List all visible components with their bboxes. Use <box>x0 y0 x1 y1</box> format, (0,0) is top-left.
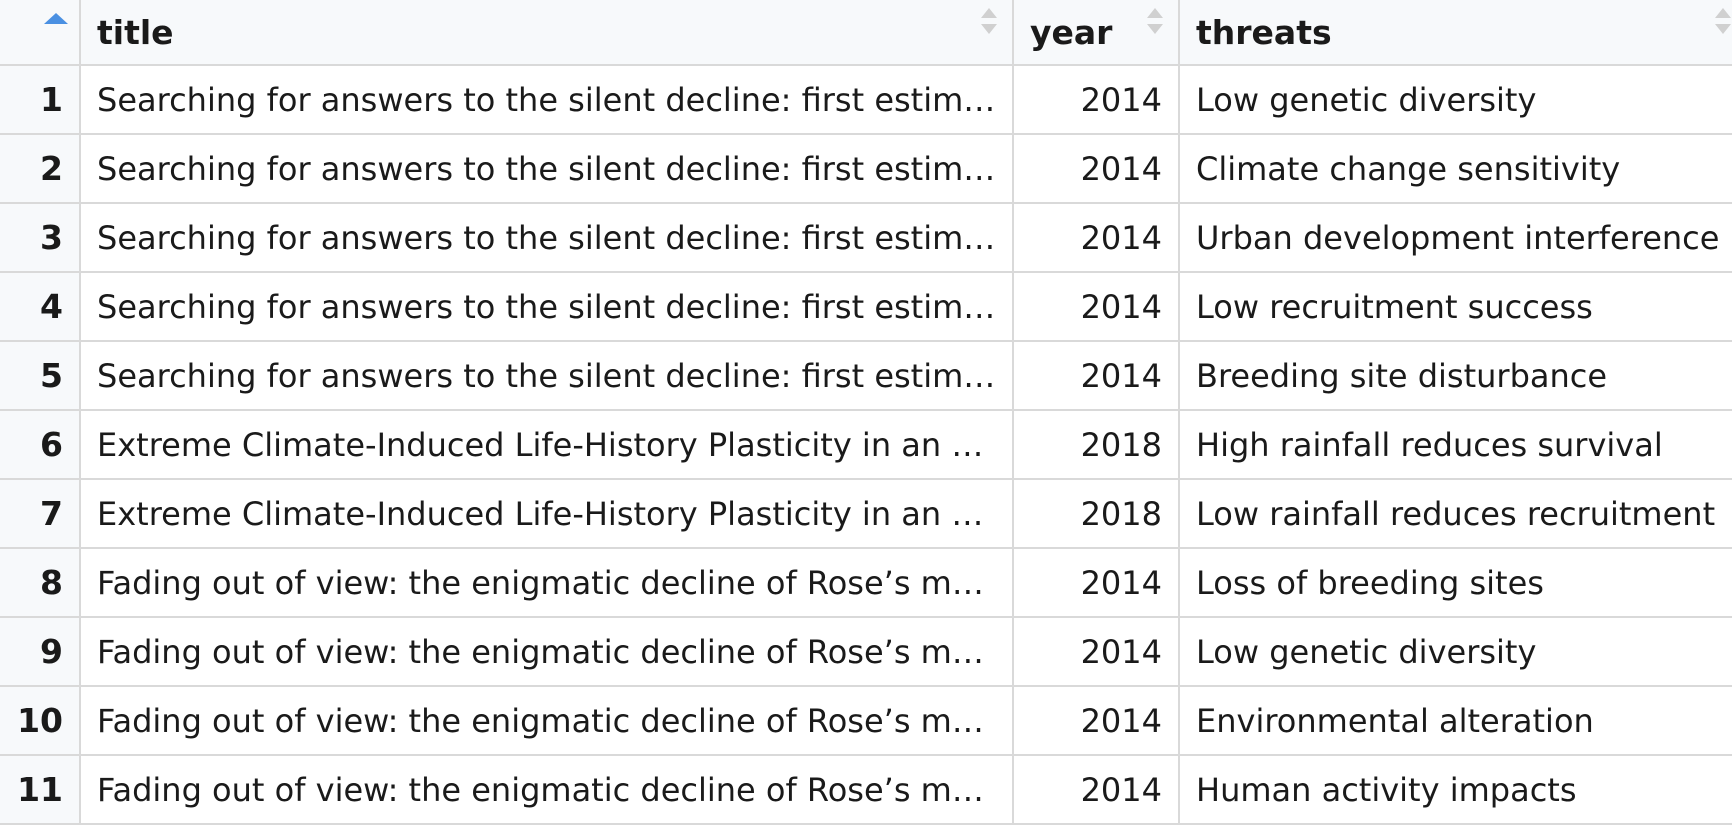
column-header-title[interactable]: title <box>81 0 1014 64</box>
row-number-cell: 4 <box>0 273 81 340</box>
year-cell: 2014 <box>1014 66 1180 133</box>
table-row[interactable]: 9 Fading out of view: the enigmatic decli… <box>0 618 1732 687</box>
table-row[interactable]: 2 Searching for answers to the silent dec… <box>0 135 1732 204</box>
title-cell: Extreme Climate-Induced Life-History Pla… <box>81 411 1014 478</box>
row-number-cell: 8 <box>0 549 81 616</box>
column-header-threats-label: threats <box>1196 12 1332 52</box>
row-number-cell: 5 <box>0 342 81 409</box>
title-cell: Searching for answers to the silent decl… <box>81 66 1014 133</box>
title-cell: Fading out of view: the enigmatic declin… <box>81 618 1014 685</box>
title-cell: Fading out of view: the enigmatic declin… <box>81 549 1014 616</box>
year-cell: 2014 <box>1014 618 1180 685</box>
year-cell: 2018 <box>1014 411 1180 478</box>
sort-ascending-icon[interactable] <box>44 13 68 24</box>
year-cell: 2014 <box>1014 549 1180 616</box>
title-cell: Searching for answers to the silent decl… <box>81 342 1014 409</box>
row-number-cell: 7 <box>0 480 81 547</box>
title-cell: Searching for answers to the silent decl… <box>81 273 1014 340</box>
year-cell: 2014 <box>1014 756 1180 823</box>
threats-cell: Low recruitment success <box>1196 287 1593 326</box>
threats-cell: Loss of breeding sites <box>1196 563 1544 602</box>
title-cell: Searching for answers to the silent decl… <box>81 135 1014 202</box>
threats-cell: Human activity impacts <box>1196 770 1577 809</box>
column-header-threats[interactable]: threats <box>1180 0 1732 64</box>
threats-cell: Urban development interference <box>1196 218 1720 257</box>
title-cell: Fading out of view: the enigmatic declin… <box>81 756 1014 823</box>
row-number-cell: 2 <box>0 135 81 202</box>
table-row[interactable]: 8 Fading out of view: the enigmatic decli… <box>0 549 1732 618</box>
title-cell: Extreme Climate-Induced Life-History Pla… <box>81 480 1014 547</box>
sort-toggle-icon[interactable] <box>1146 8 1164 36</box>
threats-cell: High rainfall reduces survival <box>1196 425 1663 464</box>
row-number-cell: 9 <box>0 618 81 685</box>
table-row[interactable]: 5 Searching for answers to the silent dec… <box>0 342 1732 411</box>
year-cell: 2014 <box>1014 204 1180 271</box>
column-header-year-label: year <box>1030 12 1113 52</box>
row-number-header[interactable] <box>0 0 81 64</box>
threats-cell: Low rainfall reduces recruitment <box>1196 494 1716 533</box>
table-row[interactable]: 7 Extreme Climate-Induced Life-History Pl… <box>0 480 1732 549</box>
table-row[interactable]: 1 Searching for answers to the silent dec… <box>0 66 1732 135</box>
threats-cell: Low genetic diversity <box>1196 80 1537 119</box>
row-number-cell: 6 <box>0 411 81 478</box>
table-row[interactable]: 11 Fading out of view: the enigmatic decl… <box>0 756 1732 825</box>
threats-cell: Breeding site disturbance <box>1196 356 1608 395</box>
threats-cell: Environmental alteration <box>1196 701 1594 740</box>
threats-cell: Low genetic diversity <box>1196 632 1537 671</box>
title-cell: Fading out of view: the enigmatic declin… <box>81 687 1014 754</box>
title-cell: Searching for answers to the silent decl… <box>81 204 1014 271</box>
sort-toggle-icon[interactable] <box>980 8 998 36</box>
row-number-cell: 1 <box>0 66 81 133</box>
year-cell: 2014 <box>1014 687 1180 754</box>
year-cell: 2018 <box>1014 480 1180 547</box>
column-header-year[interactable]: year <box>1014 0 1180 64</box>
threats-cell: Climate change sensitivity <box>1196 149 1621 188</box>
year-cell: 2014 <box>1014 342 1180 409</box>
sort-toggle-icon[interactable] <box>1714 8 1732 36</box>
table-row[interactable]: 4 Searching for answers to the silent dec… <box>0 273 1732 342</box>
row-number-cell: 11 <box>0 756 81 823</box>
row-number-cell: 3 <box>0 204 81 271</box>
year-cell: 2014 <box>1014 135 1180 202</box>
table-header-row: title year threats <box>0 0 1732 66</box>
year-cell: 2014 <box>1014 273 1180 340</box>
row-number-cell: 10 <box>0 687 81 754</box>
table-row[interactable]: 6 Extreme Climate-Induced Life-History Pl… <box>0 411 1732 480</box>
table-row[interactable]: 10 Fading out of view: the enigmatic decl… <box>0 687 1732 756</box>
column-header-title-label: title <box>97 12 174 52</box>
table-row[interactable]: 3 Searching for answers to the silent dec… <box>0 204 1732 273</box>
